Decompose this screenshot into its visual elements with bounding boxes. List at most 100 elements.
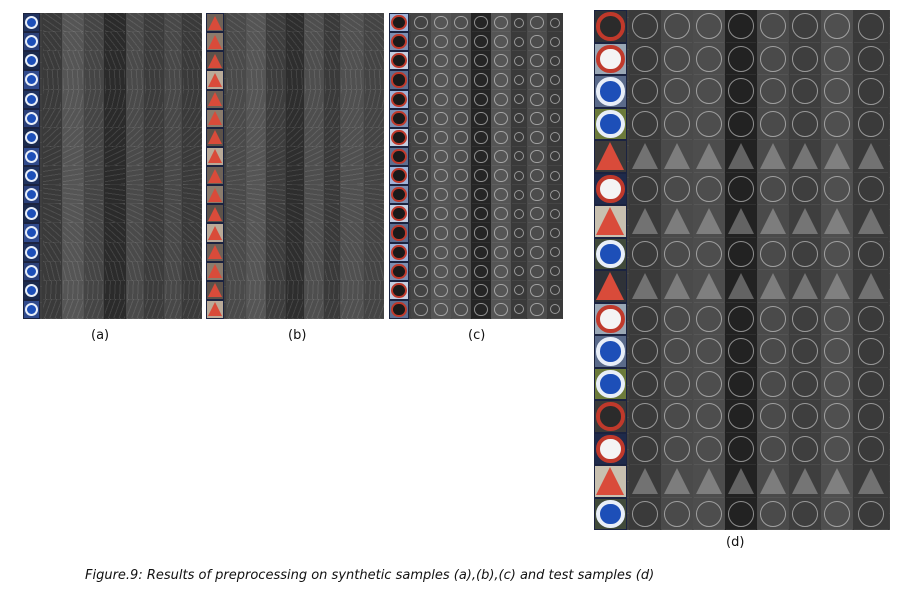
processed-output-column: [511, 13, 527, 319]
processed-circle-outline: [664, 370, 690, 397]
processed-output-cell: [528, 128, 546, 147]
processed-output-cell: [758, 433, 788, 465]
processed-circle-outline: [792, 370, 818, 397]
processed-output-cell: [63, 299, 83, 319]
processed-output-cell: [287, 166, 303, 186]
processed-output-cell: [548, 185, 562, 205]
processed-circle-outline: [454, 169, 468, 183]
traffic-sign-icon: [596, 499, 625, 528]
processed-output-cell: [305, 204, 323, 224]
processed-circle-outline: [728, 500, 754, 527]
original-sample-thumbnail: [24, 109, 39, 127]
processed-output-cell: [305, 127, 323, 147]
processed-circle-outline: [530, 188, 544, 202]
processed-output-cell: [127, 185, 143, 205]
processed-output-cell: [145, 204, 163, 224]
processed-circle-outline: [494, 207, 508, 221]
processed-circle-outline: [454, 264, 468, 278]
processed-circle-outline: [550, 247, 560, 258]
processed-output-cell: [165, 223, 181, 243]
processed-output-cell: [662, 238, 692, 270]
processed-output-cell: [247, 146, 265, 166]
original-sample-thumbnail: [390, 14, 408, 32]
processed-output-cell: [365, 204, 384, 224]
processed-output-cell: [227, 242, 245, 262]
processed-circle-outline: [434, 207, 448, 221]
processed-output-cell: [105, 280, 125, 300]
original-sample-thumbnail: [390, 128, 408, 146]
processed-output-cell: [105, 32, 125, 52]
processed-output-cell: [694, 303, 724, 335]
processed-output-cell: [412, 32, 430, 52]
processed-output-cell: [287, 89, 303, 109]
processed-output-cell: [512, 204, 526, 224]
processed-circle-outline: [494, 92, 508, 106]
processed-circle-outline: [530, 169, 544, 183]
processed-circle-outline: [434, 302, 448, 316]
original-sample-thumbnail: [24, 243, 39, 261]
processed-output-cell: [145, 89, 163, 109]
processed-output-cell: [127, 204, 143, 224]
processed-output-cell: [528, 51, 546, 71]
processed-output-cell: [452, 300, 470, 319]
processed-output-cell: [287, 223, 303, 243]
processed-circle-outline: [494, 264, 508, 278]
processed-output-cell: [790, 433, 820, 465]
processed-output-cell: [165, 299, 181, 319]
processed-triangle-outline: [696, 273, 722, 300]
processed-circle-outline: [632, 500, 658, 527]
processed-output-cell: [267, 146, 285, 166]
processed-circle-outline: [494, 130, 508, 144]
processed-circle-outline: [632, 435, 658, 462]
processed-output-cell: [492, 70, 510, 90]
processed-circle-outline: [696, 338, 722, 365]
processed-output-cell: [432, 70, 450, 90]
processed-output-cell: [694, 238, 724, 270]
processed-output-cell: [854, 400, 888, 433]
processed-output-cell: [822, 205, 852, 238]
processed-output-cell: [662, 205, 692, 238]
processed-output-cell: [227, 89, 245, 109]
traffic-sign-icon: [596, 77, 625, 106]
processed-output-cell: [528, 90, 546, 109]
original-sample-thumbnail: [595, 43, 626, 74]
processed-output-cell: [492, 262, 510, 281]
processed-output-cell: [694, 498, 724, 530]
processed-output-cell: [267, 223, 285, 243]
processed-circle-outline: [760, 370, 786, 397]
processed-output-cell: [325, 51, 339, 71]
processed-output-cell: [305, 51, 323, 71]
processed-output-cell: [758, 465, 788, 498]
processed-circle-outline: [514, 17, 524, 28]
processed-output-cell: [127, 89, 143, 109]
processed-output-cell: [854, 238, 888, 270]
processed-output-cell: [822, 270, 852, 303]
processed-circle-outline: [434, 264, 448, 278]
processed-circle-outline: [530, 283, 544, 297]
traffic-sign-icon: [25, 35, 38, 49]
processed-output-cell: [287, 299, 303, 319]
processed-output-cell: [43, 280, 61, 300]
processed-output-cell: [548, 109, 562, 128]
processed-output-cell: [412, 51, 430, 71]
processed-output-cell: [790, 465, 820, 498]
processed-output-cell: [412, 281, 430, 300]
processed-circle-outline: [857, 338, 885, 365]
processed-output-cell: [165, 242, 181, 262]
processed-circle-outline: [474, 188, 488, 202]
processed-output-cell: [822, 10, 852, 43]
processed-output-cell: [758, 108, 788, 140]
processed-output-cell: [287, 13, 303, 33]
processed-output-cell: [412, 70, 430, 90]
processed-output-cell: [548, 32, 562, 52]
processed-circle-outline: [414, 264, 428, 278]
processed-circle-outline: [792, 13, 818, 40]
processed-output-cell: [432, 223, 450, 243]
original-sample-thumbnail: [24, 300, 39, 318]
processed-circle-outline: [530, 16, 544, 30]
original-sample-thumbnail: [24, 147, 39, 165]
processed-output-cell: [548, 147, 562, 166]
processed-circle-outline: [514, 170, 524, 181]
processed-output-cell: [726, 173, 756, 205]
processed-output-cell: [472, 281, 490, 300]
